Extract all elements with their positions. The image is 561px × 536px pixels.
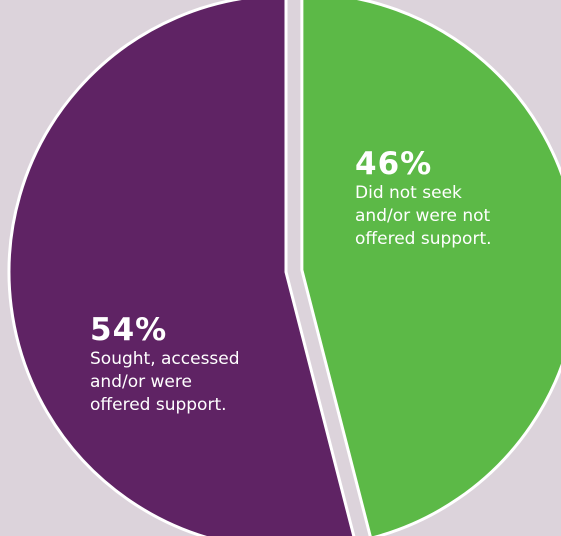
- slice-label-did-not-seek: 46% Did not seek and/or were not offered…: [355, 146, 545, 251]
- slice-label-sought-support: 54% Sought, accessed and/or were offered…: [90, 312, 280, 417]
- pie-slice-did-not-seek: [300, 0, 561, 536]
- slice-description-sought-support: Sought, accessed and/or were offered sup…: [90, 349, 240, 415]
- slice-description-did-not-seek: Did not seek and/or were not offered sup…: [355, 183, 492, 249]
- pie-slice-sought-support: [7, 0, 356, 536]
- slice-percent-did-not-seek: 46%: [355, 146, 433, 182]
- slice-percent-sought-support: 54%: [90, 312, 168, 348]
